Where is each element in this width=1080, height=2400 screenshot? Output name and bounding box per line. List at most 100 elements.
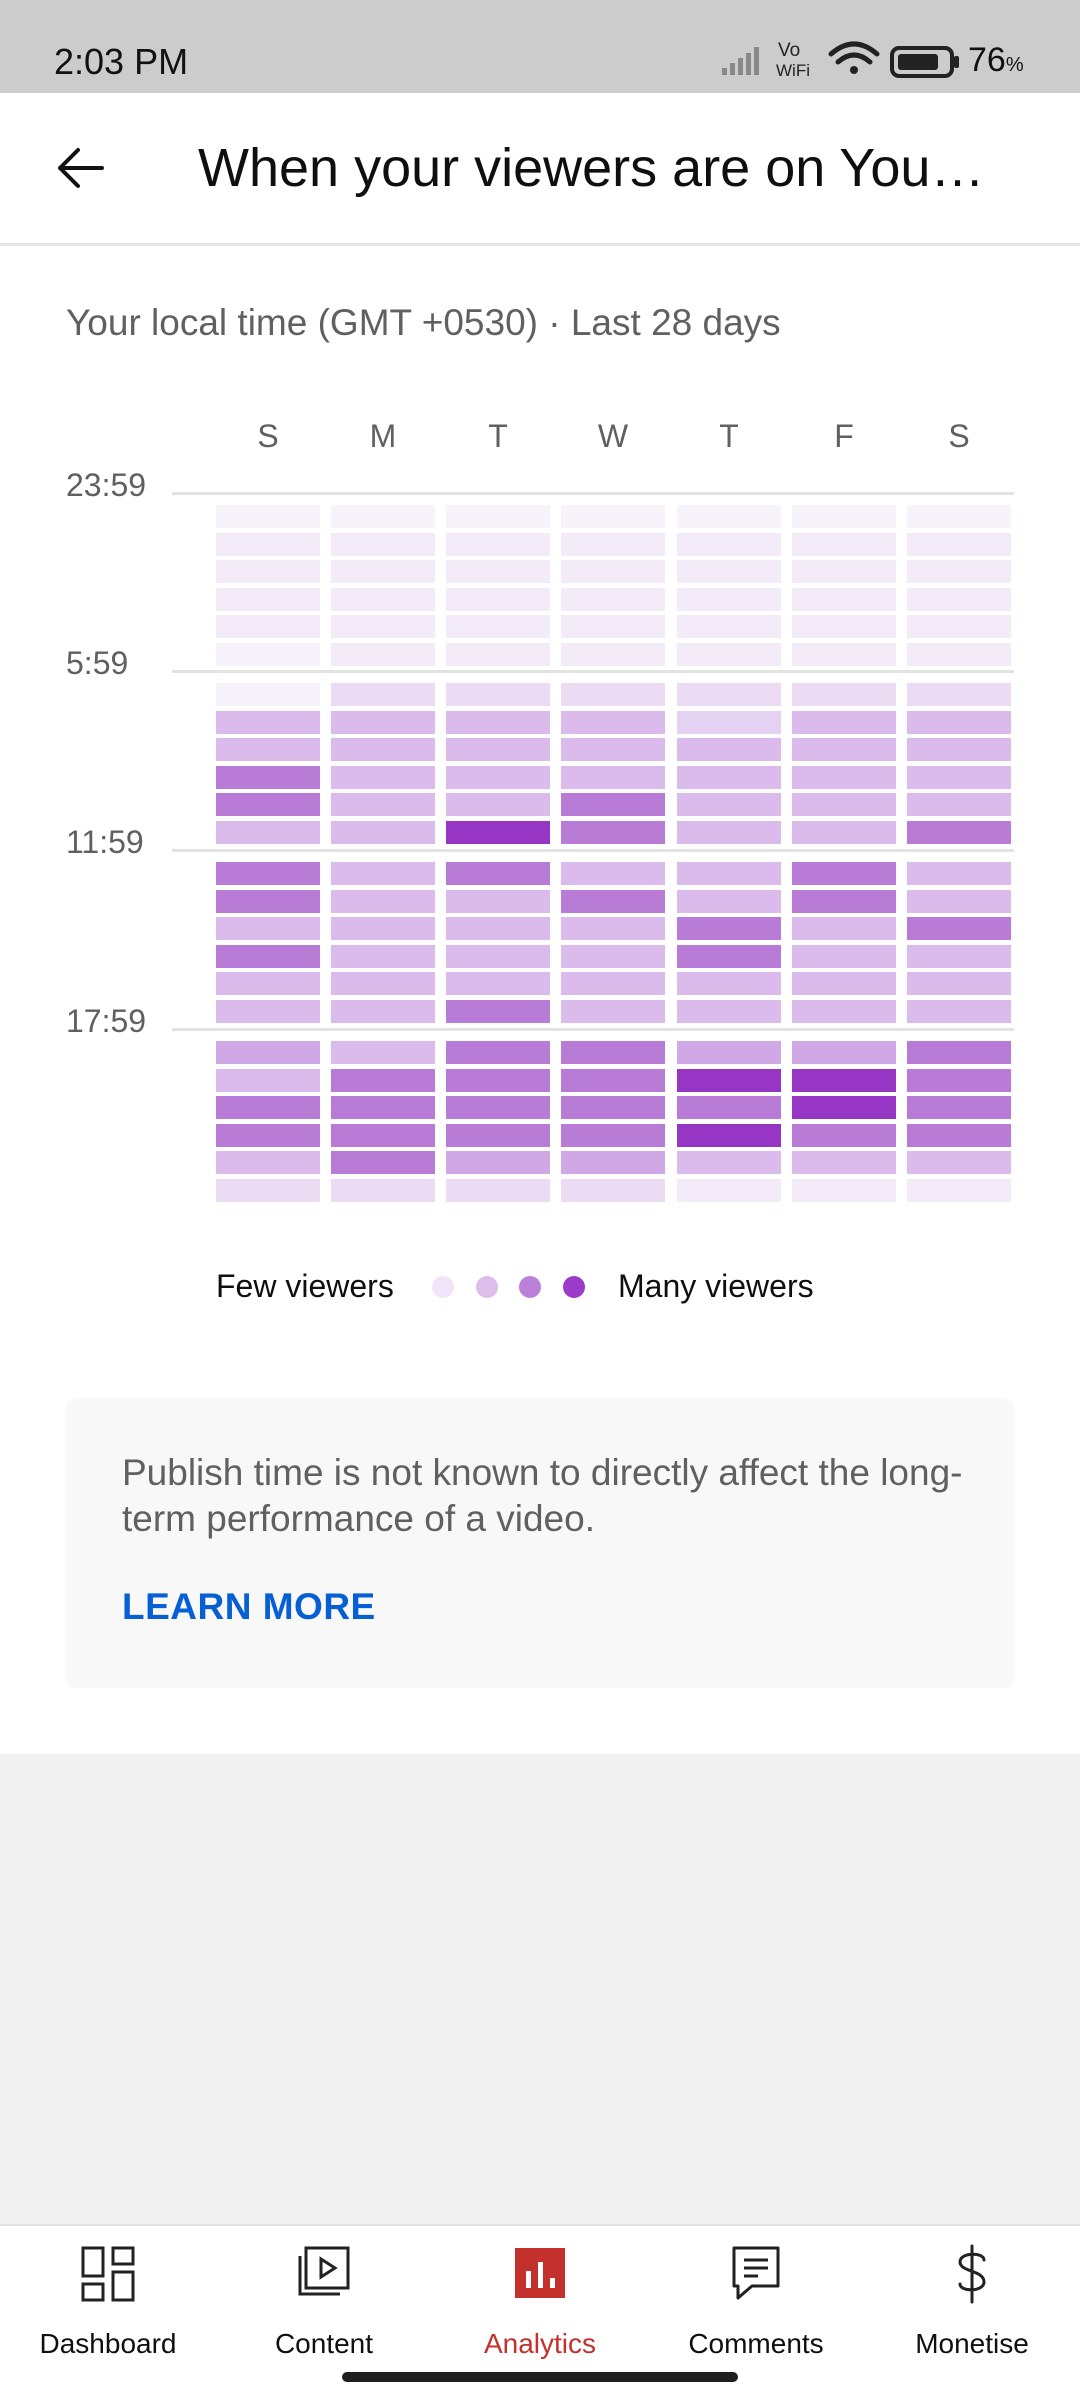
- heatmap-cell: [446, 1041, 550, 1064]
- heatmap-cell: [792, 1178, 896, 1202]
- heatmap-cell: [216, 862, 320, 885]
- heatmap-cell: [907, 587, 1011, 611]
- back-button[interactable]: [40, 128, 120, 208]
- bottom-navigation: Dashboard Content Analytics Comments: [0, 2224, 1080, 2400]
- heatmap-cell: [677, 1151, 781, 1174]
- publish-time-info-card: Publish time is not known to directly af…: [66, 1398, 1014, 1688]
- svg-text:WiFi: WiFi: [776, 61, 810, 80]
- heatmap-cell: [216, 642, 320, 666]
- heatmap-cell: [216, 972, 320, 995]
- heatmap-cell: [446, 765, 550, 789]
- nav-label: Analytics: [483, 2328, 597, 2359]
- vowifi-icon: Vo WiFi: [776, 40, 810, 80]
- heatmap-cell: [216, 765, 320, 789]
- heatmap-cell: [216, 820, 320, 844]
- heatmap-cell: [331, 615, 435, 638]
- svg-text:Vo: Vo: [778, 40, 800, 61]
- heatmap-cell: [792, 738, 896, 761]
- heatmap-cell: [331, 532, 435, 556]
- heatmap-cell: [561, 1151, 665, 1174]
- comments-icon: [732, 2246, 780, 2300]
- heatmap-cell: [446, 1096, 550, 1119]
- nav-content[interactable]: Content: [216, 2244, 432, 2364]
- heatmap-cell: [446, 862, 550, 885]
- nav-dashboard[interactable]: Dashboard: [0, 2244, 216, 2364]
- heatmap-cell: [792, 1096, 896, 1119]
- heatmap-cell: [216, 1041, 320, 1064]
- heatmap-cell: [446, 710, 550, 734]
- heatmap-cell: [561, 1178, 665, 1202]
- heatmap-cell: [561, 1123, 665, 1147]
- heatmap-cell: [561, 683, 665, 706]
- heatmap-cell: [216, 917, 320, 940]
- learn-more-link[interactable]: LEARN MORE: [122, 1586, 376, 1627]
- heatmap-cell: [331, 710, 435, 734]
- nav-label: Dashboard: [39, 2328, 177, 2359]
- heatmap-cell: [907, 944, 1011, 968]
- heatmap-cell: [446, 1151, 550, 1174]
- heatmap-cell: [446, 738, 550, 761]
- heatmap-cell: [677, 862, 781, 885]
- heatmap-cell: [561, 917, 665, 940]
- nav-comments[interactable]: Comments: [648, 2244, 864, 2364]
- heatmap-cell: [216, 738, 320, 761]
- legend-dot-2: [476, 1276, 498, 1298]
- wifi-icon: [828, 41, 880, 74]
- heatmap-cell: [216, 683, 320, 706]
- status-bar: 2:03 PM Vo WiFi 76%: [0, 0, 1080, 93]
- heatmap-cell: [331, 560, 435, 583]
- heatmap-cell: [446, 1123, 550, 1147]
- heatmap-cell: [561, 999, 665, 1023]
- hour-tick-label: 11:59: [66, 824, 144, 860]
- heatmap-cell: [792, 917, 896, 940]
- heatmap-cell: [677, 1068, 781, 1092]
- heatmap-cell: [792, 505, 896, 528]
- hour-gridline: [172, 492, 1014, 495]
- heatmap-cell: [907, 1041, 1011, 1064]
- heatmap-cell: [907, 765, 1011, 789]
- heatmap-cell: [216, 1123, 320, 1147]
- heatmap-cell: [792, 560, 896, 583]
- battery-percent: 76%: [968, 41, 1024, 79]
- heatmap-cell: [907, 710, 1011, 734]
- heatmap-cell: [677, 1178, 781, 1202]
- heatmap-cell: [331, 505, 435, 528]
- day-label: M: [369, 418, 397, 454]
- heatmap-cell: [446, 587, 550, 611]
- battery-icon: [890, 46, 959, 78]
- heatmap-cell: [331, 683, 435, 706]
- nav-monetise[interactable]: Monetise: [864, 2244, 1080, 2364]
- heatmap-cell: [677, 532, 781, 556]
- heatmap-cell: [446, 505, 550, 528]
- heatmap-cell: [907, 505, 1011, 528]
- heatmap-cell: [677, 1123, 781, 1147]
- heatmap-cell: [907, 820, 1011, 844]
- heatmap-cell: [677, 738, 781, 761]
- nav-label: Content: [274, 2328, 374, 2359]
- heatmap-cell: [792, 615, 896, 638]
- heatmap-cell: [216, 587, 320, 611]
- heatmap-cell: [677, 999, 781, 1023]
- nav-analytics[interactable]: Analytics: [432, 2244, 648, 2364]
- heatmap-cell: [907, 862, 1011, 885]
- heatmap-cell: [792, 820, 896, 844]
- heatmap-cell: [446, 820, 550, 844]
- legend-dot-4: [563, 1276, 585, 1298]
- heatmap-cell: [216, 532, 320, 556]
- heatmap-cell: [561, 560, 665, 583]
- heatmap-cell: [446, 560, 550, 583]
- dashboard-icon: [81, 2246, 135, 2302]
- heatmap-cell: [561, 889, 665, 913]
- heatmap-cell: [907, 532, 1011, 556]
- heatmap-cell: [331, 642, 435, 666]
- heatmap-cell: [561, 862, 665, 885]
- day-label: T: [488, 418, 508, 454]
- heatmap-cell: [677, 505, 781, 528]
- heatmap-cell: [216, 944, 320, 968]
- viewer-activity-heatmap: S M T W T F S 23:59 5:59 11:59 17:59: [0, 400, 1080, 1220]
- heatmap-cell: [446, 917, 550, 940]
- heatmap-cell: [907, 972, 1011, 995]
- heatmap-cell: [792, 683, 896, 706]
- heatmap-cell: [907, 683, 1011, 706]
- info-text: Publish time is not known to directly af…: [122, 1452, 963, 1539]
